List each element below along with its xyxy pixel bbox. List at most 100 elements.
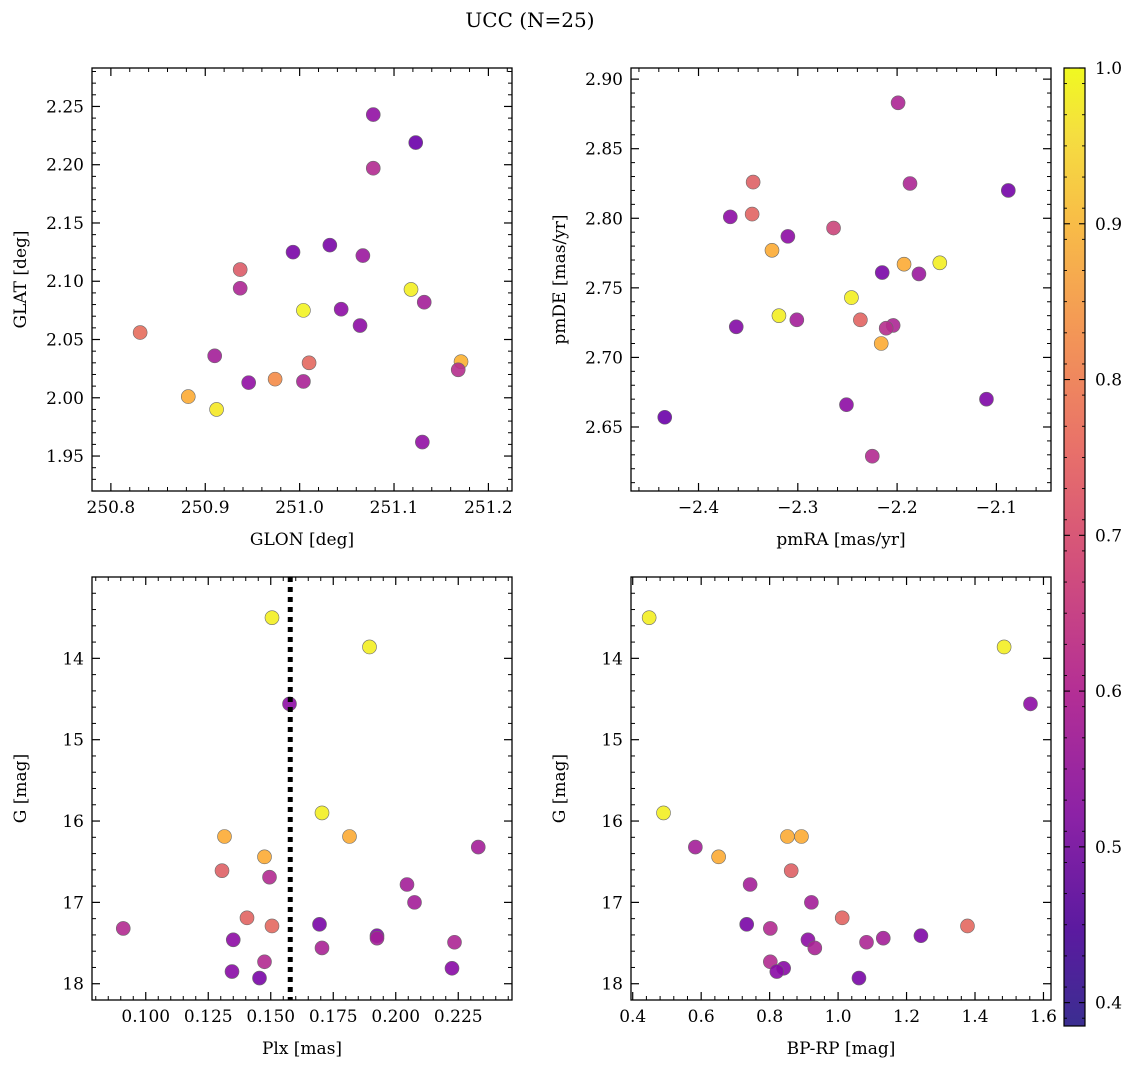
axes-frame xyxy=(91,576,513,1001)
scatter-point xyxy=(960,918,975,934)
y-axis-label: G [mag] xyxy=(550,754,570,823)
y-tick-label: 17 xyxy=(62,893,84,913)
scatter-point xyxy=(264,610,280,625)
scatter-point xyxy=(232,262,248,277)
scatter-point xyxy=(859,934,874,950)
x-tick-label: 0.4 xyxy=(619,1007,646,1027)
figure-title: UCC (N=25) xyxy=(465,8,594,32)
colorbar: 0.4 0.5 0.6 0.7 0.8 0.9 1.0 xyxy=(1063,59,1122,1027)
x-tick-label: 0.8 xyxy=(756,1007,783,1027)
scatter-point xyxy=(209,402,224,417)
scatter-point xyxy=(444,960,460,976)
scatter-point xyxy=(688,839,703,855)
x-tick-label: 251.1 xyxy=(370,498,419,518)
scatter-point xyxy=(739,917,754,932)
x-tick-label: −2.2 xyxy=(876,498,917,518)
scatter-point xyxy=(369,930,385,946)
scatter-point xyxy=(794,829,809,844)
scatter-point xyxy=(314,805,330,821)
y-tick-label: 2.25 xyxy=(46,97,84,117)
y-tick-label: 1.95 xyxy=(46,447,84,467)
scatter-point xyxy=(232,280,248,296)
scatter-point xyxy=(225,932,241,948)
scatter-point xyxy=(641,610,657,625)
x-tick-label: 0.225 xyxy=(434,1007,483,1027)
scatter-point xyxy=(407,895,422,910)
x-tick-label: −2.1 xyxy=(976,498,1017,518)
x-tick-label: 0.125 xyxy=(184,1007,233,1027)
x-axis-label: pmRA [mas/yr] xyxy=(776,530,905,550)
scatter-point xyxy=(264,918,280,934)
scatter-point xyxy=(839,397,854,413)
x-tick-label: 251.0 xyxy=(275,498,324,518)
scatter-point xyxy=(873,336,889,351)
scatter-point xyxy=(408,135,424,150)
scatter-point xyxy=(657,409,673,425)
y-axis-label: G [mag] xyxy=(11,754,31,823)
x-tick-label: −2.4 xyxy=(678,498,719,518)
scatter-point xyxy=(807,940,823,956)
scatter-point xyxy=(239,910,255,926)
y-axis-label: pmDE [mas/yr] xyxy=(550,214,570,344)
x-tick-label: 0.200 xyxy=(371,1007,420,1027)
colorbar-tick-label: 1.0 xyxy=(1095,59,1122,79)
scatter-point xyxy=(262,869,277,885)
scatter-point xyxy=(257,849,272,865)
scatter-point xyxy=(180,389,196,404)
x-tick-label: 0.6 xyxy=(688,1007,715,1027)
y-tick-label: 2.15 xyxy=(46,214,84,234)
scatter-point xyxy=(362,639,377,655)
colorbar-gradient xyxy=(1064,68,1085,1026)
y-tick-label: 2.80 xyxy=(585,209,623,229)
x-tick-label: 0.150 xyxy=(246,1007,295,1027)
scatter-point xyxy=(252,970,267,986)
scatter-point xyxy=(878,320,894,336)
scatter-point xyxy=(771,308,787,323)
scatter-point xyxy=(890,95,906,111)
panel-2: −2.4 −2.3 −2.2 −2.1 2.65 2.70 2.75 2.80 2.85 2.90… xyxy=(550,67,1052,550)
scatter-point xyxy=(322,237,338,253)
axes-frame xyxy=(630,576,1052,1001)
scatter-point xyxy=(780,229,796,244)
scatter-point xyxy=(913,928,929,944)
colorbar-tick-label: 0.4 xyxy=(1095,994,1122,1014)
y-tick-label: 2.70 xyxy=(585,348,623,368)
scatter-point xyxy=(403,282,419,297)
scatter-point xyxy=(911,266,927,282)
x-tick-label: 250.9 xyxy=(181,498,230,518)
scatter-point xyxy=(207,348,222,364)
scatter-point xyxy=(314,940,330,956)
scatter-point xyxy=(996,639,1012,655)
scatter-point xyxy=(864,448,880,464)
scatter-point xyxy=(728,319,744,335)
scatter-point xyxy=(875,930,891,946)
y-tick-label: 2.75 xyxy=(585,279,623,299)
scatter-point xyxy=(780,829,795,844)
x-tick-label: 0.175 xyxy=(309,1007,358,1027)
y-tick-label: 18 xyxy=(62,975,84,995)
y-tick-label: 15 xyxy=(62,731,84,751)
scatter-point xyxy=(333,301,349,317)
scatter-point xyxy=(296,303,311,318)
plot-area xyxy=(641,610,1038,986)
scatter-point xyxy=(826,220,841,236)
y-tick-label: 16 xyxy=(62,812,84,832)
panels: 250.8 250.9 251.0 251.1 251.2 1.95 2.00 2.05 2.1… xyxy=(11,67,1057,1059)
x-tick-label: 0.100 xyxy=(121,1007,170,1027)
scatter-point xyxy=(853,312,868,328)
scatter-point xyxy=(416,294,432,310)
scatter-point xyxy=(1023,696,1038,712)
scatter-point xyxy=(874,265,890,280)
scatter-point xyxy=(115,921,131,936)
scatter-point xyxy=(224,964,240,979)
scatter-point xyxy=(1001,183,1016,198)
scatter-point xyxy=(744,206,760,222)
axes-frame xyxy=(630,67,1052,492)
y-tick-label: 2.10 xyxy=(46,272,84,292)
scatter-point xyxy=(296,374,311,389)
colorbar-tick-label: 0.6 xyxy=(1095,682,1122,702)
y-tick-label: 18 xyxy=(601,975,623,995)
y-axis-label: GLAT [deg] xyxy=(11,230,31,328)
scatter-point xyxy=(834,910,850,926)
